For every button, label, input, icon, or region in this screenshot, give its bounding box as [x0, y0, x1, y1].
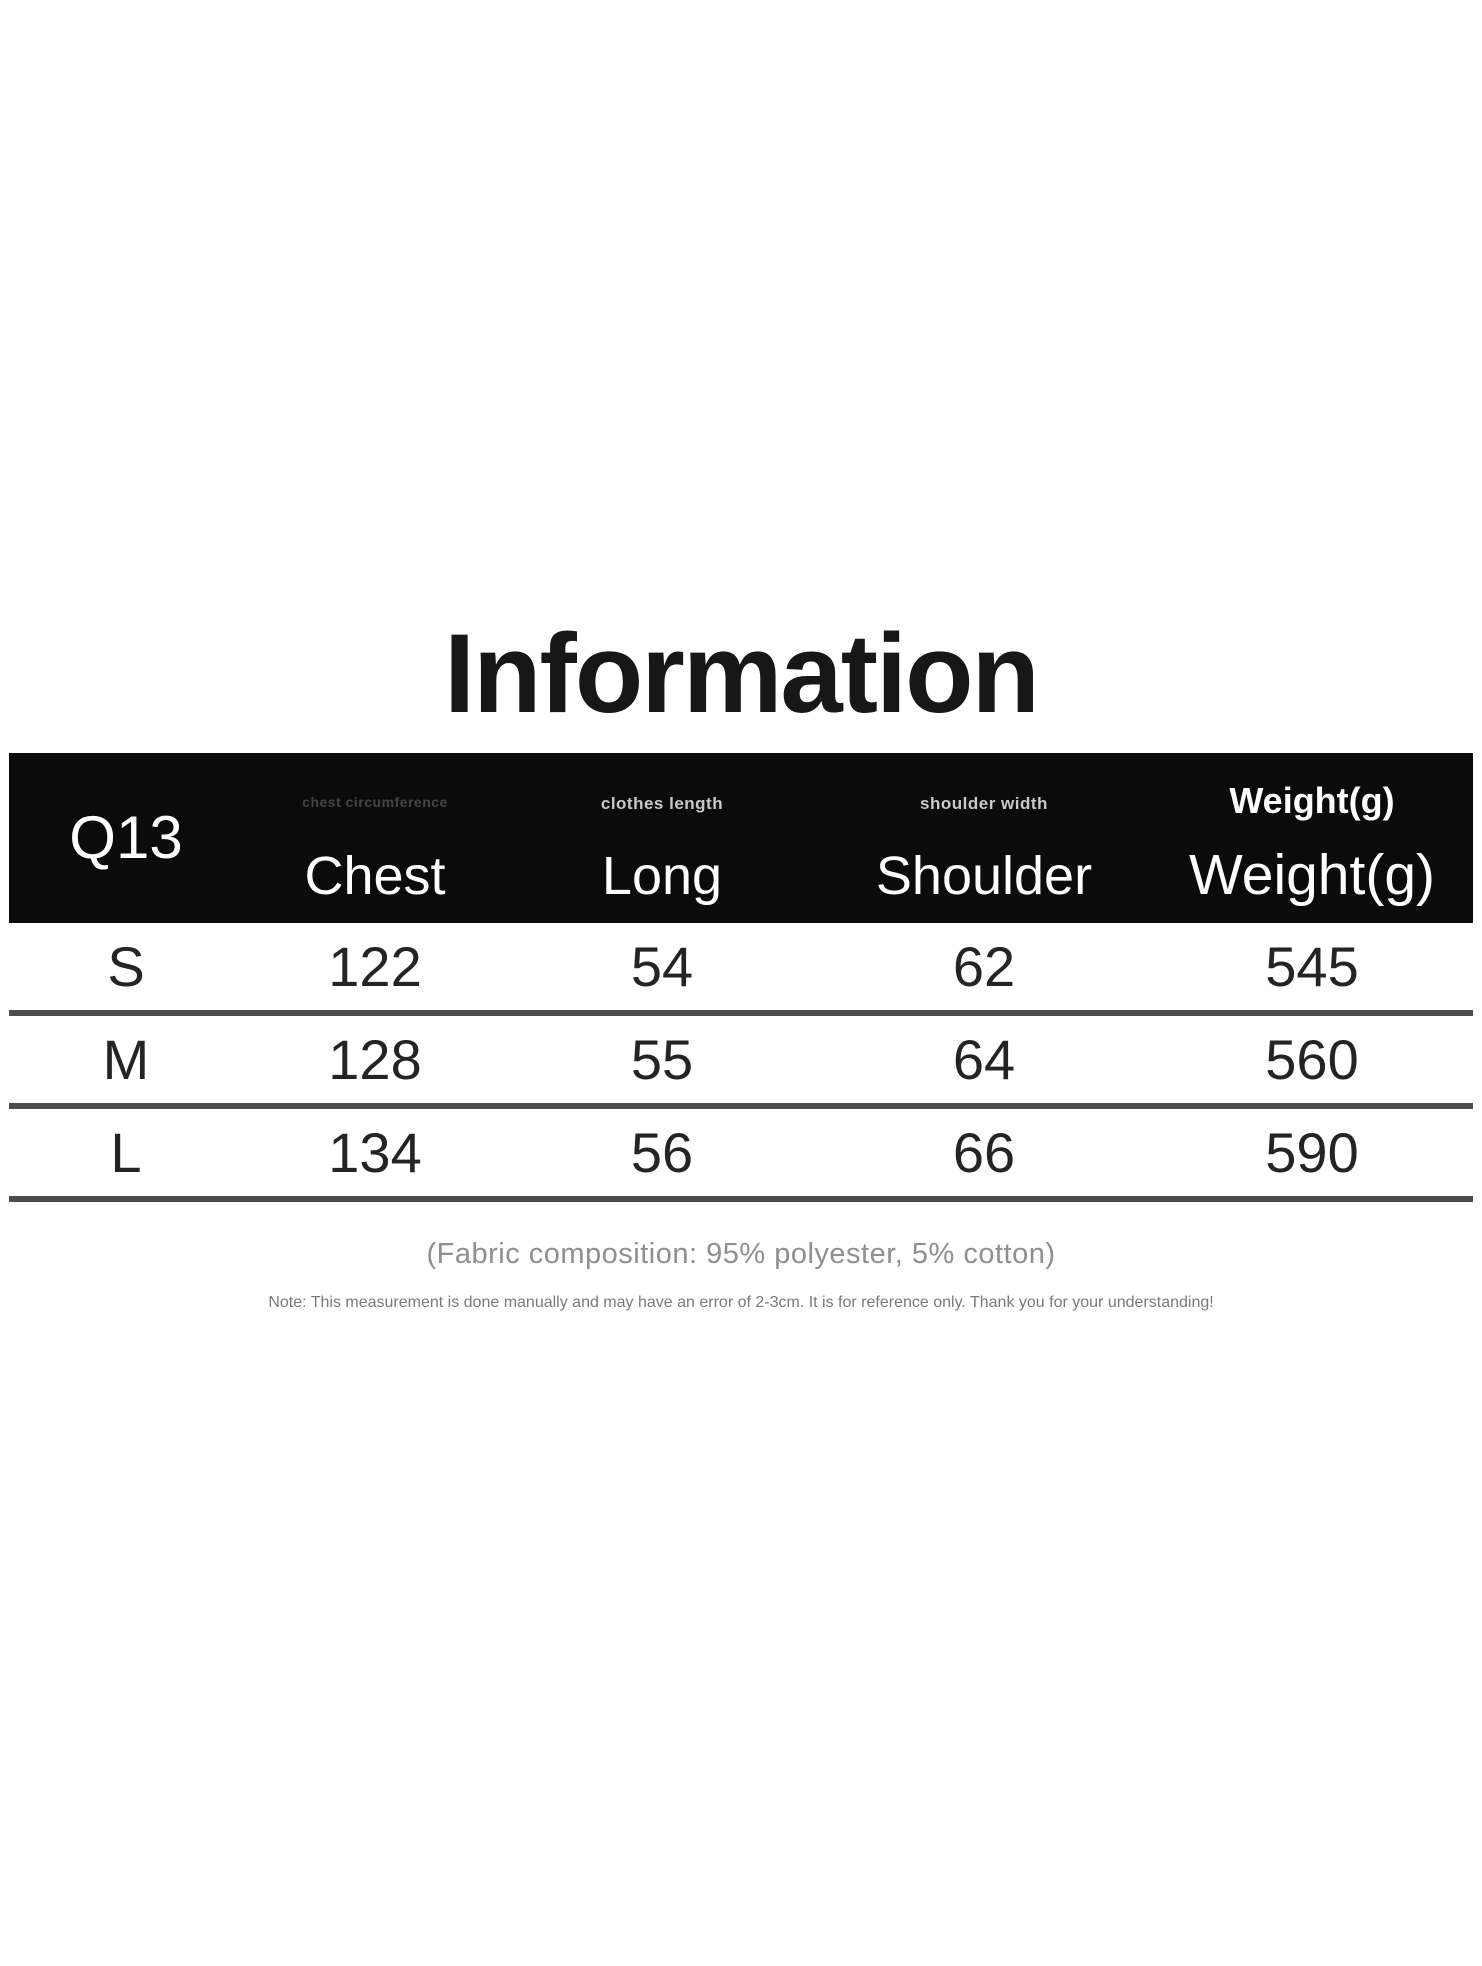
- measurement-disclaimer: Note: This measurement is done manually …: [268, 1294, 1214, 1311]
- shoulder-value: 66: [952, 1120, 1016, 1184]
- table-header-row: Q13 chest circumference Chest clothes le…: [9, 753, 1473, 923]
- long-value: 55: [630, 1027, 694, 1091]
- chest-sub-label: chest circumference: [302, 794, 448, 810]
- weight-sub-label: Weight(g): [1229, 780, 1395, 821]
- chest-label: Chest: [304, 846, 446, 906]
- weight-value: 560: [1265, 1027, 1359, 1091]
- long-value: 56: [630, 1120, 694, 1184]
- header-cell-long: clothes length Long: [507, 753, 817, 923]
- page-title: Information: [444, 611, 1040, 736]
- long-label: Long: [601, 846, 723, 906]
- header-cell-product-code: Q13: [9, 753, 243, 923]
- table-row-size-s: S 122 54 62 545: [9, 923, 1473, 1016]
- size-label: M: [102, 1027, 150, 1091]
- chest-value: 122: [328, 934, 422, 998]
- chest-value: 128: [328, 1027, 422, 1091]
- table-row-size-m: M 128 55 64 560: [9, 1016, 1473, 1109]
- table-row-size-l: L 134 56 66 590: [9, 1109, 1473, 1202]
- long-sub-label: clothes length: [600, 794, 724, 813]
- header-cell-weight: Weight(g) Weight(g): [1151, 753, 1473, 923]
- shoulder-label: Shoulder: [875, 846, 1093, 906]
- weight-value: 545: [1265, 934, 1359, 998]
- fabric-composition-note: (Fabric composition: 95% polyester, 5% c…: [426, 1238, 1056, 1270]
- size-table: Q13 chest circumference Chest clothes le…: [9, 753, 1473, 1202]
- chest-value: 134: [328, 1120, 422, 1184]
- shoulder-value: 64: [952, 1027, 1016, 1091]
- size-label: S: [107, 934, 145, 998]
- shoulder-value: 62: [952, 934, 1016, 998]
- header-cell-shoulder: shoulder width Shoulder: [817, 753, 1151, 923]
- long-value: 54: [630, 934, 694, 998]
- weight-value: 590: [1265, 1120, 1359, 1184]
- weight-label: Weight(g): [1188, 843, 1436, 907]
- size-label: L: [110, 1120, 142, 1184]
- product-code: Q13: [69, 804, 183, 871]
- shoulder-sub-label: shoulder width: [920, 794, 1048, 813]
- header-cell-chest: chest circumference Chest: [243, 753, 507, 923]
